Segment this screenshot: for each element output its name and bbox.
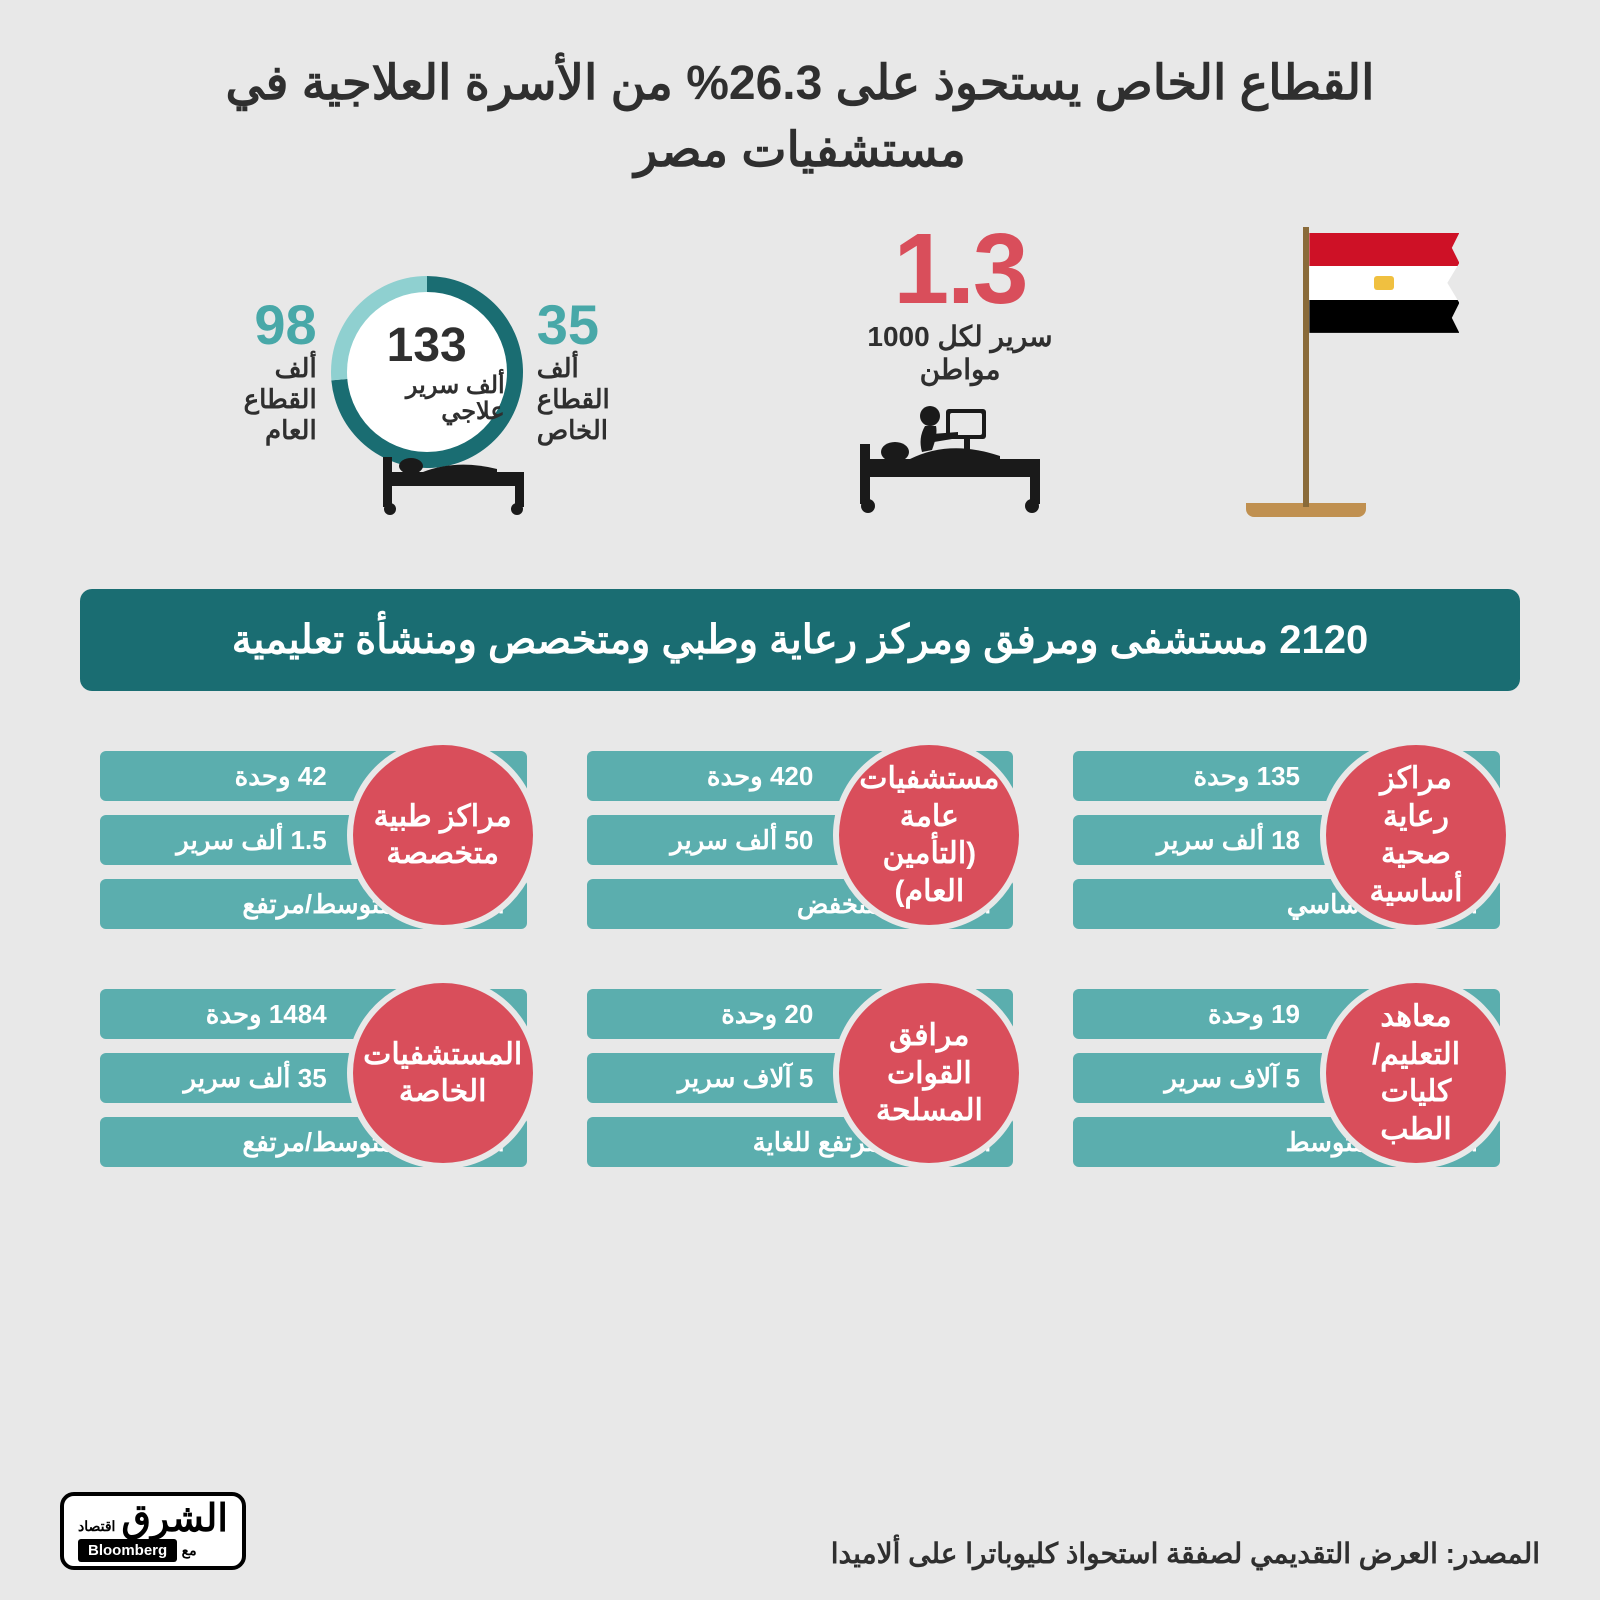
category-card: 1484 وحدة35 ألف سريرالمستوى: متوسط/مرتفع… bbox=[100, 989, 527, 1167]
donut-private-value: 35 bbox=[537, 297, 657, 353]
card-title-circle: مراكز طبية متخصصة bbox=[353, 745, 533, 925]
category-card: 20 وحدة5 آلاف سريرالمستوى: مرتفع للغايةم… bbox=[587, 989, 1014, 1167]
category-card: 135 وحدة18 ألف سريرالمستوى: أساسيمراكز ر… bbox=[1073, 751, 1500, 929]
cards-grid: 135 وحدة18 ألف سريرالمستوى: أساسيمراكز ر… bbox=[0, 741, 1600, 1207]
source-text: المصدر: العرض التقديمي لصفقة استحواذ كلي… bbox=[831, 1537, 1540, 1570]
hospital-bed-icon bbox=[850, 404, 1070, 519]
big-stat-value: 1.3 bbox=[850, 224, 1070, 314]
beds-per-1000-stat: 1.3 سرير لكل 1000 مواطن bbox=[850, 224, 1070, 519]
category-card: 42 وحدة1.5 ألف سريرالمستوى: متوسط/مرتفعم… bbox=[100, 751, 527, 929]
logo-ar: الشرق bbox=[121, 1502, 228, 1536]
hero-section: 1.3 سرير لكل 1000 مواطن bbox=[0, 204, 1600, 549]
donut-chart: 133 ألف سرير علاجي bbox=[317, 262, 537, 482]
card-title-circle: المستشفيات الخاصة bbox=[353, 983, 533, 1163]
donut-public-label: ألف القطاع العام bbox=[197, 353, 317, 446]
big-stat-label-2: مواطن bbox=[920, 354, 1001, 385]
banner-total: 2120 مستشفى ومرفق ومركز رعاية وطبي ومتخص… bbox=[80, 589, 1520, 691]
donut-section: 35 ألف القطاع الخاص 133 ألف سرير علاجي bbox=[137, 262, 657, 482]
category-card: 19 وحدة5 آلاف سريرالمستوى: متوسطمعاهد ال… bbox=[1073, 989, 1500, 1167]
page-title: القطاع الخاص يستحوذ على 26.3% من الأسرة … bbox=[0, 0, 1600, 204]
asharq-bloomberg-logo: الشرق اقتصاد مع Bloomberg bbox=[60, 1492, 246, 1570]
donut-public-value: 98 bbox=[197, 297, 317, 353]
egypt-flag-icon bbox=[1263, 227, 1463, 517]
bed-icon bbox=[377, 437, 537, 522]
big-stat-label-1: سرير لكل 1000 bbox=[867, 321, 1052, 352]
card-title-circle: مراكز رعاية صحية أساسية bbox=[1326, 745, 1506, 925]
card-title-circle: مرافق القوات المسلحة bbox=[839, 983, 1019, 1163]
logo-sub: اقتصاد bbox=[78, 1518, 115, 1535]
donut-center-label: ألف سرير علاجي bbox=[349, 373, 505, 426]
logo-partner: Bloomberg bbox=[78, 1539, 177, 1562]
donut-private-label: ألف القطاع الخاص bbox=[537, 353, 657, 446]
category-card: 420 وحدة50 ألف سريرالمستوى: منخفضمستشفيا… bbox=[587, 751, 1014, 929]
logo-partner-prefix: مع bbox=[182, 1542, 197, 1558]
donut-center-value: 133 bbox=[387, 318, 467, 373]
card-title-circle: معاهد التعليم/كليات الطب bbox=[1326, 983, 1506, 1163]
card-title-circle: مستشفيات عامة (التأمين العام) bbox=[839, 745, 1019, 925]
